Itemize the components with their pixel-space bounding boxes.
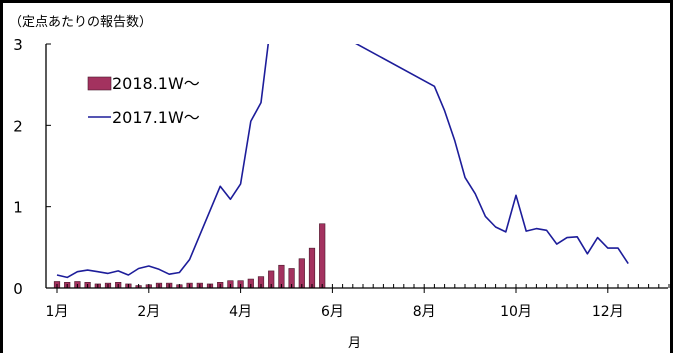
x-axis-label: 月: [348, 336, 361, 351]
legend-swatch-2018: [87, 76, 112, 91]
y-tick-label: 3: [13, 36, 23, 54]
y-tick-label: 0: [13, 280, 23, 298]
bar-2018: [308, 247, 316, 289]
chart-right-border: [670, 0, 673, 353]
plot-area: 0 1 2 3 1月 2月 4月 6月 8月 10月 12月: [13, 36, 670, 320]
line-2017: [56, 44, 629, 279]
x-tick-label: 10月: [500, 304, 532, 320]
x-tick-label: 4月: [229, 304, 252, 320]
x-tick-label: 8月: [413, 304, 436, 320]
bar-2018: [319, 223, 326, 289]
x-tick-label: 1月: [46, 304, 69, 320]
legend-label-2018: 2018.1W～: [112, 74, 200, 93]
y-tick-label: 1: [13, 199, 23, 217]
legend-label-2017: 2017.1W～: [112, 108, 200, 127]
y-axis-label: （定点あたりの報告数）: [9, 15, 152, 30]
chart-top-border: [0, 0, 673, 3]
x-tick-label: 12月: [592, 304, 624, 320]
x-tick-label: 2月: [137, 304, 160, 320]
legend: 2018.1W～ 2017.1W～: [87, 74, 200, 127]
chart-left-border: [0, 0, 3, 353]
bar-2018: [298, 258, 305, 289]
y-tick-label: 2: [13, 117, 23, 135]
x-tick-label: 6月: [321, 304, 344, 320]
